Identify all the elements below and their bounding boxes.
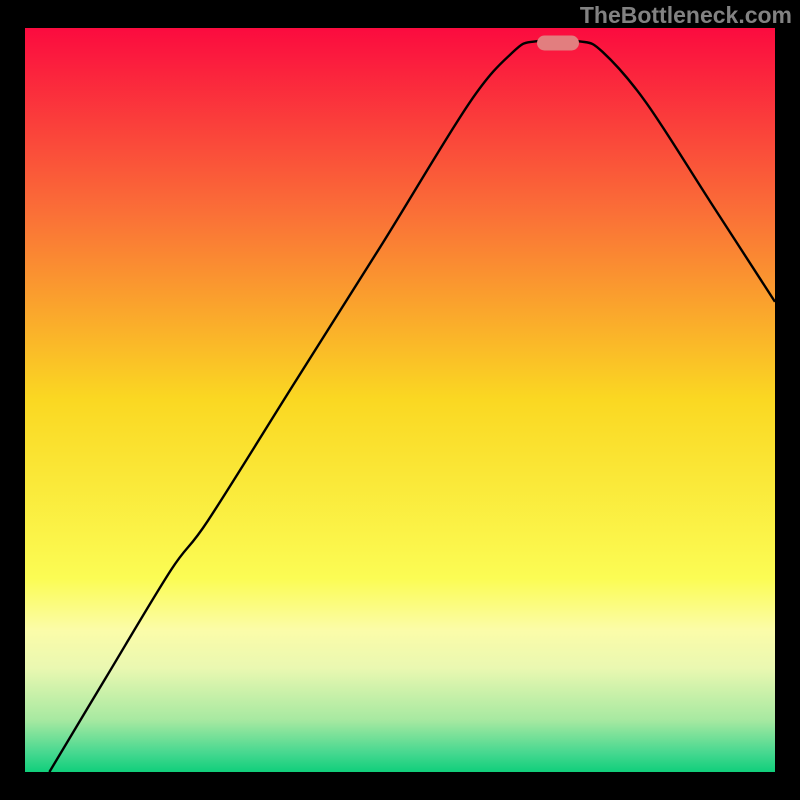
optimum-marker	[537, 35, 579, 50]
chart-background-gradient	[25, 28, 775, 772]
chart-plot-area	[25, 28, 775, 772]
watermark-text: TheBottleneck.com	[580, 2, 792, 29]
